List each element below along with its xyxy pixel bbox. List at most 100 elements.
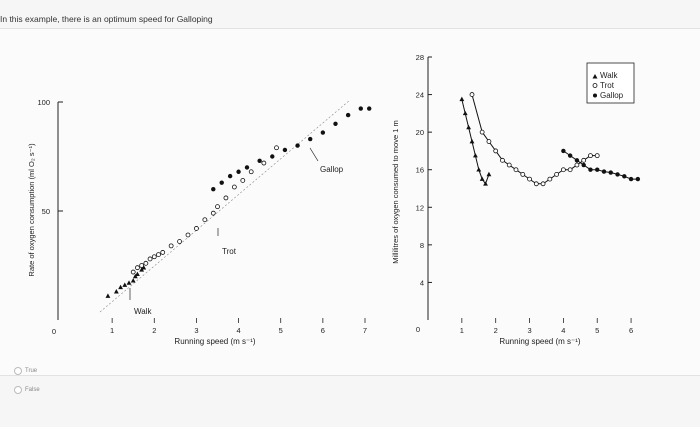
legend-walk-marker — [592, 74, 598, 79]
chart1-gallop-point — [358, 106, 363, 111]
trot-annotation: Trot — [222, 247, 237, 256]
chart1-trot-point — [202, 217, 208, 223]
chart2-trot-point — [547, 176, 553, 182]
chart1-y-label: Rate of oxygen consumption (ml O₂ s⁻¹) — [27, 143, 36, 277]
radio-true[interactable] — [14, 367, 22, 375]
chart2-trot-point — [581, 157, 587, 163]
chart2-gallop-point — [601, 169, 607, 174]
chart1-trot-point — [139, 263, 145, 268]
chart1-trot-point — [194, 226, 199, 231]
chart2-x-tick-label: 6 — [629, 326, 633, 335]
chart1-gallop-point — [244, 165, 250, 170]
chart2-trot-point — [540, 181, 546, 187]
chart1-trot-point — [248, 169, 254, 175]
chart1-gallop-point — [367, 106, 372, 111]
gallop-annotation: Gallop — [320, 165, 344, 174]
chart2-x-tick-label: 4 — [561, 326, 565, 335]
answer-option-false[interactable]: False — [14, 386, 40, 394]
chart2-trot-point — [500, 157, 505, 163]
chart-oxygen-consumption-rate: 0 50 100 1 2 3 4 5 6 7 Walk Trot Gallop Running … — [27, 98, 372, 346]
chart1-trot-point — [215, 204, 220, 210]
chart2-trot-curve — [471, 94, 598, 185]
chart1-walk-point — [135, 271, 140, 277]
chart2-y-tick-label: 12 — [416, 203, 424, 212]
chart2-x-tick-label: 3 — [527, 326, 531, 335]
chart2-y-tick-label: 4 — [420, 278, 424, 287]
chart1-trot-point — [185, 232, 191, 238]
chart2-trot-point — [469, 92, 475, 97]
walk-annotation: Walk — [134, 307, 152, 316]
chart1-walk-point — [122, 282, 128, 287]
chart1-trot-point — [168, 243, 174, 249]
chart1-x-label: Running speed (m s⁻¹) — [174, 337, 255, 346]
question-text: In this example, there is an optimum spe… — [0, 14, 213, 24]
chart2-walk-point — [486, 171, 492, 177]
chart2-gallop-point — [622, 174, 627, 179]
chart1-trot-point — [135, 265, 140, 271]
chart2-gallop-point — [628, 176, 634, 182]
chart2-y-tick-label: 24 — [416, 91, 424, 100]
chart2-trot-point — [493, 148, 499, 154]
chart1-trot-point — [130, 269, 136, 275]
option-false-label: False — [25, 387, 40, 393]
legend-gallop-label: Gallop — [600, 91, 624, 100]
chart2-trot-point — [533, 181, 539, 187]
chart1-walk-point — [126, 280, 132, 285]
chart2-trot-point — [594, 153, 600, 159]
chart1-trot-point — [143, 260, 149, 266]
option-true-label: True — [25, 368, 38, 374]
chart2-trot-point — [513, 167, 519, 173]
chart2-y-tick-label: 20 — [416, 128, 424, 137]
chart1-x-tick-label: 1 — [110, 326, 114, 335]
legend-walk-label: Walk — [600, 71, 618, 80]
chart2-gallop-point — [561, 148, 566, 154]
radio-false[interactable] — [14, 386, 22, 394]
chart1-trot-point — [156, 252, 161, 258]
chart1-walk-point — [141, 265, 147, 270]
chart1-gallop-point — [308, 136, 313, 142]
legend-trot-marker — [592, 83, 598, 88]
chart1-trot-point — [151, 254, 157, 260]
chart1-walk-point — [118, 284, 123, 290]
chart2-gallop-point — [608, 170, 613, 175]
chart1-trot-point — [261, 160, 267, 166]
chart1-trot-point — [160, 250, 166, 255]
legend-trot-label: Trot — [600, 81, 615, 90]
chart1-y-tick-label: 50 — [42, 207, 50, 216]
chart1-gallop-point — [236, 169, 241, 174]
chart2-x-tick-label: 5 — [595, 326, 599, 335]
chart1-x-tick-label: 5 — [279, 326, 283, 335]
chart1-walk-point — [105, 293, 111, 298]
answer-option-true[interactable]: True — [14, 367, 37, 375]
chart2-trot-point — [554, 172, 560, 177]
chart2-gallop-point — [567, 153, 573, 158]
chart1-trot-point — [177, 239, 182, 244]
chart1-trend-line — [99, 99, 351, 313]
chart2-x-tick-label: 2 — [494, 326, 498, 335]
chart2-walk-point — [459, 96, 465, 102]
chart1-x-tick-label: 3 — [194, 326, 198, 335]
chart2-trot-point — [520, 172, 526, 177]
chart2-walk-point — [469, 138, 475, 144]
chart2-gallop-point — [595, 167, 600, 172]
chart2-y-tick-label: 28 — [416, 53, 424, 62]
chart1-trot-point — [147, 256, 153, 262]
chart2-trot-point — [479, 129, 485, 135]
chart1-trot-point — [210, 210, 216, 216]
chart2-y-label: Millilitres of oxygen consumed to move 1… — [391, 120, 400, 263]
chart2-walk-point — [479, 176, 485, 181]
chart1-gallop-point — [257, 158, 262, 164]
chart1-gallop-point — [211, 187, 216, 192]
chart2-gallop-point — [588, 167, 593, 172]
chart2-walk-point — [476, 167, 482, 172]
chart1-x-tick-label: 4 — [236, 326, 240, 335]
chart2-gallop-point — [615, 172, 620, 177]
chart2-trot-point — [527, 176, 532, 182]
chart1-trot-point — [240, 178, 246, 183]
chart2-trot-point — [486, 139, 492, 144]
chart1-x-tick-label: 7 — [363, 326, 367, 335]
chart1-trot-point — [274, 145, 279, 151]
chart2-trot-point — [506, 162, 512, 168]
